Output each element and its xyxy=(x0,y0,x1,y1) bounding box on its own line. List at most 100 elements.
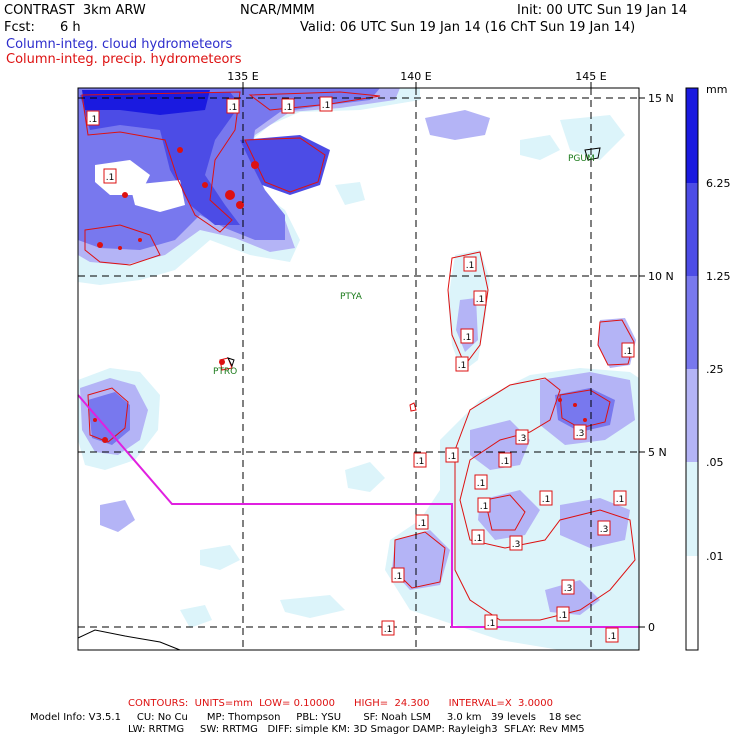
legend-level-4: .01 xyxy=(706,550,724,563)
lat-label-5n: 5 N xyxy=(648,446,667,459)
contour-label: .1 xyxy=(226,98,240,114)
contour-labels: .1 .1 .1 .1 .1 .1 .1 .1 .1 .1 .3 .3 .1 .1 .1 .1 .1 .3 .1 .3… xyxy=(86,96,635,643)
svg-text:.3: .3 xyxy=(600,525,609,535)
contour-label: .1 xyxy=(445,447,459,463)
contour-label: .1 xyxy=(556,606,570,622)
contour-label: .1 xyxy=(413,452,427,468)
field-cloud-title: Column-integ. cloud hydrometeors xyxy=(6,37,233,52)
contour-label: .3 xyxy=(573,424,587,440)
svg-text:.1: .1 xyxy=(480,502,489,512)
svg-text:.1: .1 xyxy=(476,295,485,305)
svg-text:.1: .1 xyxy=(89,115,98,125)
contour-label: .1 xyxy=(474,474,488,490)
lon-label-145: 145 E xyxy=(575,70,606,83)
svg-text:.1: .1 xyxy=(418,519,427,529)
field-precip-title: Column-integ. precip. hydrometeors xyxy=(6,52,242,67)
contour-label: .3 xyxy=(561,579,575,595)
svg-text:.1: .1 xyxy=(448,452,457,462)
contour-label: .1 xyxy=(415,514,429,530)
contour-label: .1 xyxy=(471,529,485,545)
contour-label: .1 xyxy=(539,490,553,506)
lat-label-0: 0 xyxy=(648,621,655,634)
contour-label: .1 xyxy=(484,614,498,630)
init-time: Init: 00 UTC Sun 19 Jan 14 xyxy=(517,3,688,18)
model-title: CONTRAST 3km ARW xyxy=(4,3,146,18)
legend-level-3: .05 xyxy=(706,456,724,469)
model-info-line1: Model Info: V3.5.1 CU: No Cu MP: Thompso… xyxy=(30,712,582,723)
svg-text:.1: .1 xyxy=(608,632,617,642)
contour-label: .1 xyxy=(477,497,491,513)
legend-colorbar xyxy=(685,87,699,651)
svg-text:.1: .1 xyxy=(474,534,483,544)
svg-text:.1: .1 xyxy=(394,572,403,582)
station-pgum: PGUM xyxy=(568,154,595,164)
svg-text:.1: .1 xyxy=(501,457,510,467)
contour-label: .1 xyxy=(455,356,469,372)
precip-maxima xyxy=(93,147,587,443)
svg-text:.1: .1 xyxy=(487,619,496,629)
contour-label: .1 xyxy=(463,256,477,272)
station-ptya: PTYA xyxy=(340,292,363,302)
contour-label: .1 xyxy=(613,490,627,506)
contour-label: .3 xyxy=(509,535,523,551)
forecast-hours: 6 h xyxy=(60,20,81,35)
svg-text:.1: .1 xyxy=(466,261,475,271)
station-ptro: PTRO xyxy=(213,367,237,377)
contour-label: .1 xyxy=(319,96,333,112)
domain-boundary xyxy=(77,394,639,628)
contour-info: CONTOURS: UNITS=mm LOW= 0.10000 HIGH= 24… xyxy=(128,698,554,709)
contour-label: .1 xyxy=(281,98,295,114)
svg-text:.1: .1 xyxy=(284,103,293,113)
legend-unit: mm xyxy=(706,83,727,96)
legend-swatch-5 xyxy=(686,556,698,650)
svg-text:.1: .1 xyxy=(322,101,331,111)
contour-label: .1 xyxy=(103,168,117,184)
contour-label: .3 xyxy=(515,429,529,445)
svg-text:.1: .1 xyxy=(458,361,467,371)
svg-text:.3: .3 xyxy=(512,540,521,550)
svg-text:.3: .3 xyxy=(564,584,573,594)
svg-text:.1: .1 xyxy=(616,495,625,505)
coastline xyxy=(77,629,181,651)
contour-label: .1 xyxy=(498,452,512,468)
svg-text:.1: .1 xyxy=(416,457,425,467)
valid-time: Valid: 06 UTC Sun 19 Jan 14 (16 ChT Sun … xyxy=(300,20,636,35)
legend-swatch-3 xyxy=(686,369,698,462)
legend-level-1: 1.25 xyxy=(706,270,731,283)
svg-text:.1: .1 xyxy=(229,103,238,113)
contour-label: .1 xyxy=(381,620,395,636)
model-info-line2: LW: RRTMG SW: RRTMG DIFF: simple KM: 3D … xyxy=(128,724,585,735)
svg-text:.1: .1 xyxy=(624,347,633,357)
lon-label-135: 135 E xyxy=(227,70,258,83)
legend-swatch-1 xyxy=(686,183,698,276)
svg-text:.1: .1 xyxy=(463,333,472,343)
svg-text:.1: .1 xyxy=(477,479,486,489)
axis-ticks xyxy=(242,82,645,628)
contour-label: .3 xyxy=(597,520,611,536)
island-palau xyxy=(227,357,235,368)
forecast-label: Fcst: xyxy=(4,20,35,35)
svg-text:.1: .1 xyxy=(384,625,393,635)
center-label: NCAR/MMM xyxy=(240,3,315,18)
contour-label: .1 xyxy=(86,110,100,126)
island-guam xyxy=(584,147,601,161)
legend-swatch-0 xyxy=(686,88,698,183)
legend-swatch-2 xyxy=(686,276,698,369)
svg-text:.3: .3 xyxy=(518,434,527,444)
svg-text:.1: .1 xyxy=(542,495,551,505)
contour-label: .1 xyxy=(605,627,619,643)
lon-label-140: 140 E xyxy=(400,70,431,83)
svg-text:.3: .3 xyxy=(576,429,585,439)
contour-label: .1 xyxy=(473,290,487,306)
legend-swatch-4 xyxy=(686,462,698,556)
svg-text:.1: .1 xyxy=(106,173,115,183)
contour-label: .1 xyxy=(460,328,474,344)
svg-text:.1: .1 xyxy=(559,611,568,621)
legend-level-2: .25 xyxy=(706,363,724,376)
contour-label: .1 xyxy=(391,567,405,583)
lat-label-10n: 10 N xyxy=(648,270,674,283)
lat-label-15n: 15 N xyxy=(648,92,674,105)
legend-level-0: 6.25 xyxy=(706,177,731,190)
map-frame xyxy=(77,87,640,651)
